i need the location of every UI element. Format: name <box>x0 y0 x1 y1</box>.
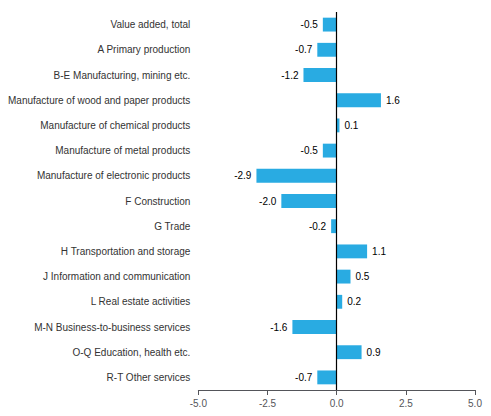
svg-text:2.5: 2.5 <box>399 398 413 409</box>
svg-text:Value added, total: Value added, total <box>110 19 190 30</box>
svg-text:G Trade: G Trade <box>154 221 191 232</box>
svg-text:A Primary production: A Primary production <box>98 44 191 55</box>
svg-text:J Information and communicatio: J Information and communication <box>43 271 190 282</box>
svg-text:-5.0: -5.0 <box>190 398 208 409</box>
svg-text:0.0: 0.0 <box>330 398 344 409</box>
svg-text:F Construction: F Construction <box>125 196 190 207</box>
svg-text:L Real estate activities: L Real estate activities <box>91 296 191 307</box>
svg-text:-0.2: -0.2 <box>309 221 327 232</box>
svg-text:1.1: 1.1 <box>372 246 386 257</box>
svg-text:Manufacture of metal products: Manufacture of metal products <box>55 145 190 156</box>
svg-text:0.5: 0.5 <box>356 271 370 282</box>
svg-text:M-N Business-to-business servi: M-N Business-to-business services <box>34 322 190 333</box>
svg-text:O-Q Education, health etc.: O-Q Education, health etc. <box>72 347 190 358</box>
svg-text:H Transportation and storage: H Transportation and storage <box>61 246 191 257</box>
svg-text:-0.7: -0.7 <box>295 44 313 55</box>
svg-text:-0.5: -0.5 <box>301 19 319 30</box>
svg-text:-1.6: -1.6 <box>270 322 288 333</box>
svg-text:-2.0: -2.0 <box>259 196 277 207</box>
svg-text:-1.2: -1.2 <box>281 70 299 81</box>
svg-text:-2.9: -2.9 <box>234 170 252 181</box>
svg-text:0.1: 0.1 <box>344 120 358 131</box>
svg-text:-0.7: -0.7 <box>295 372 313 383</box>
svg-text:-2.5: -2.5 <box>259 398 277 409</box>
svg-text:Manufacture of chemical produc: Manufacture of chemical products <box>40 120 190 131</box>
svg-text:0.9: 0.9 <box>367 347 381 358</box>
svg-text:5.0: 5.0 <box>468 398 482 409</box>
svg-text:R-T Other services: R-T Other services <box>107 372 191 383</box>
svg-text:-0.5: -0.5 <box>301 145 319 156</box>
svg-text:B-E Manufacturing, mining etc.: B-E Manufacturing, mining etc. <box>54 70 191 81</box>
svg-text:Manufacture of electronic prod: Manufacture of electronic products <box>37 170 190 181</box>
svg-text:Manufacture of wood and paper: Manufacture of wood and paper products <box>8 95 190 106</box>
svg-text:0.2: 0.2 <box>347 296 361 307</box>
svg-text:1.6: 1.6 <box>386 95 400 106</box>
